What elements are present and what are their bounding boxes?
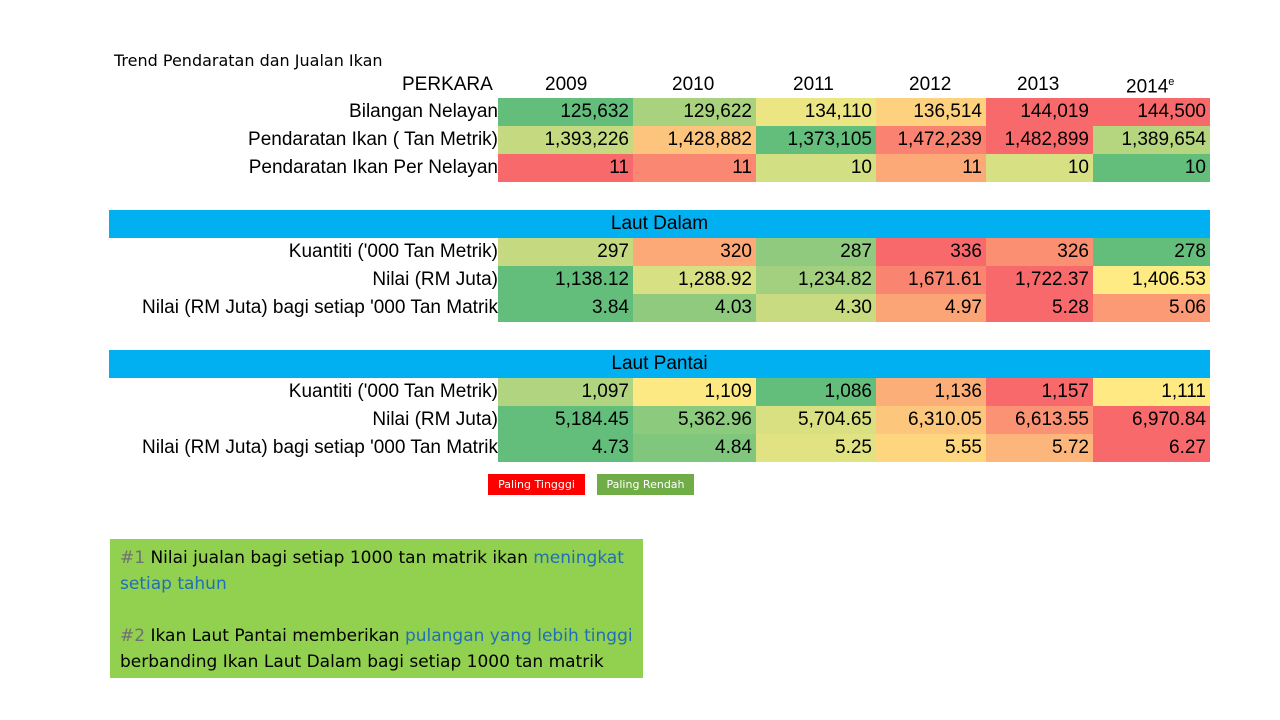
note-number: #1 — [120, 548, 146, 568]
header-year: 2010 — [672, 74, 715, 95]
table-row: Nilai (RM Juta) 5,184.45 5,362.96 5,704.65 6… — [109, 406, 1210, 434]
note-1: #1 Nilai jualan bagi setiap 1000 tan mat… — [120, 545, 633, 597]
table-row: Nilai (RM Juta) bagi setiap '000 Tan Mat… — [109, 434, 1210, 462]
table-cell: 1,234.82 — [756, 266, 876, 294]
table-cell: 1,097 — [498, 378, 633, 406]
row-label: Nilai (RM Juta) — [372, 409, 498, 430]
table-cell: 11 — [633, 154, 756, 182]
table-cell: 144,019 — [986, 98, 1093, 126]
table-cell: 1,482,899 — [986, 126, 1093, 154]
table-cell: 5.72 — [986, 434, 1093, 462]
estimate-mark: e — [1168, 76, 1175, 88]
table-cell: 1,389,654 — [1093, 126, 1210, 154]
table-cell: 4.03 — [633, 294, 756, 322]
table-cell: 5.55 — [876, 434, 986, 462]
table-row: Nilai (RM Juta) 1,138.12 1,288.92 1,234.82 1… — [109, 266, 1210, 294]
legend-low: Paling Rendah — [597, 474, 694, 495]
table-cell: 1,428,882 — [633, 126, 756, 154]
table-cell: 5,184.45 — [498, 406, 633, 434]
table-cell: 326 — [986, 238, 1093, 266]
table-cell: 11 — [498, 154, 633, 182]
table-cell: 134,110 — [756, 98, 876, 126]
table-cell: 278 — [1093, 238, 1210, 266]
notes-box: #1 Nilai jualan bagi setiap 1000 tan mat… — [110, 539, 643, 678]
table-cell: 1,086 — [756, 378, 876, 406]
table-cell: 1,138.12 — [498, 266, 633, 294]
table-cell: 297 — [498, 238, 633, 266]
table-cell: 5.25 — [756, 434, 876, 462]
table-cell: 4.73 — [498, 434, 633, 462]
row-label: Nilai (RM Juta) — [372, 269, 498, 290]
table-cell: 1,109 — [633, 378, 756, 406]
table-cell: 125,632 — [498, 98, 633, 126]
table-cell: 10 — [986, 154, 1093, 182]
table-cell: 129,622 — [633, 98, 756, 126]
note-highlight: meningkat setiap tahun — [120, 548, 624, 594]
table-cell: 1,406.53 — [1093, 266, 1210, 294]
row-label: Kuantiti ('000 Tan Metrik) — [288, 381, 498, 402]
row-label: Pendaratan Ikan ( Tan Metrik) — [248, 129, 498, 150]
header-year: 2011 — [793, 74, 834, 95]
table-cell: 6,310.05 — [876, 406, 986, 434]
row-label: Nilai (RM Juta) bagi setiap '000 Tan Mat… — [142, 437, 498, 458]
table-row: Nilai (RM Juta) bagi setiap '000 Tan Mat… — [109, 294, 1210, 322]
table-cell: 4.30 — [756, 294, 876, 322]
table-cell: 1,288.92 — [633, 266, 756, 294]
table-cell: 4.97 — [876, 294, 986, 322]
table-cell: 320 — [633, 238, 756, 266]
note-2: #2 Ikan Laut Pantai memberikan pulangan … — [120, 623, 633, 675]
row-label: Bilangan Nelayan — [349, 101, 498, 122]
table-cell: 5,362.96 — [633, 406, 756, 434]
note-text: berbanding Ikan Laut Dalam bagi setiap 1… — [120, 652, 604, 672]
table-cell: 336 — [876, 238, 986, 266]
table-cell: 10 — [756, 154, 876, 182]
table-cell: 6,613.55 — [986, 406, 1093, 434]
table-cell: 6.27 — [1093, 434, 1210, 462]
table-cell: 1,157 — [986, 378, 1093, 406]
row-label: Pendaratan Ikan Per Nelayan — [248, 157, 498, 178]
header-year: 2013 — [1017, 74, 1060, 95]
table-row: Kuantiti ('000 Tan Metrik) 1,097 1,109 1,08… — [109, 378, 1210, 406]
table-cell: 4.84 — [633, 434, 756, 462]
table-cell: 1,671.61 — [876, 266, 986, 294]
header-year: 2014e — [1126, 76, 1174, 98]
header-perkara: PERKARA — [402, 74, 493, 95]
table-cell: 10 — [1093, 154, 1210, 182]
table-cell: 6,970.84 — [1093, 406, 1210, 434]
table-row: Pendaratan Ikan ( Tan Metrik) 1,393,226 1,… — [109, 126, 1210, 154]
table-cell: 11 — [876, 154, 986, 182]
table-cell: 144,500 — [1093, 98, 1210, 126]
table-row: Bilangan Nelayan 125,632 129,622 134,110 136… — [109, 98, 1210, 126]
header-year-2014: 2014 — [1126, 76, 1169, 98]
row-label: Kuantiti ('000 Tan Metrik) — [288, 241, 498, 262]
note-text: Ikan Laut Pantai memberikan — [145, 626, 405, 646]
header-year: 2012 — [909, 74, 952, 95]
note-text: Nilai jualan bagi setiap 1000 tan matrik… — [145, 548, 534, 568]
table-cell: 5.28 — [986, 294, 1093, 322]
table-cell: 136,514 — [876, 98, 986, 126]
legend-high: Paling Tingggi — [488, 474, 585, 495]
table-row: Pendaratan Ikan Per Nelayan 11 11 10 11 10 10 — [109, 154, 1210, 182]
table-cell: 1,393,226 — [498, 126, 633, 154]
table-cell: 1,136 — [876, 378, 986, 406]
note-highlight: pulangan yang lebih tinggi — [404, 626, 633, 646]
header-year: 2009 — [545, 74, 588, 95]
table-cell: 5,704.65 — [756, 406, 876, 434]
row-label: Nilai (RM Juta) bagi setiap '000 Tan Mat… — [142, 297, 498, 318]
section-band-laut-pantai: Laut Pantai — [109, 350, 1210, 378]
section-band-laut-dalam: Laut Dalam — [109, 210, 1210, 238]
table-cell: 1,373,105 — [756, 126, 876, 154]
table-row: Kuantiti ('000 Tan Metrik) 297 320 287 336 32… — [109, 238, 1210, 266]
table-cell: 1,722.37 — [986, 266, 1093, 294]
note-number: #2 — [120, 626, 146, 646]
table-cell: 5.06 — [1093, 294, 1210, 322]
table-cell: 1,111 — [1093, 378, 1210, 406]
table-cell: 1,472,239 — [876, 126, 986, 154]
table-cell: 287 — [756, 238, 876, 266]
page-title: Trend Pendaratan dan Jualan Ikan — [114, 51, 383, 70]
table-cell: 3.84 — [498, 294, 633, 322]
